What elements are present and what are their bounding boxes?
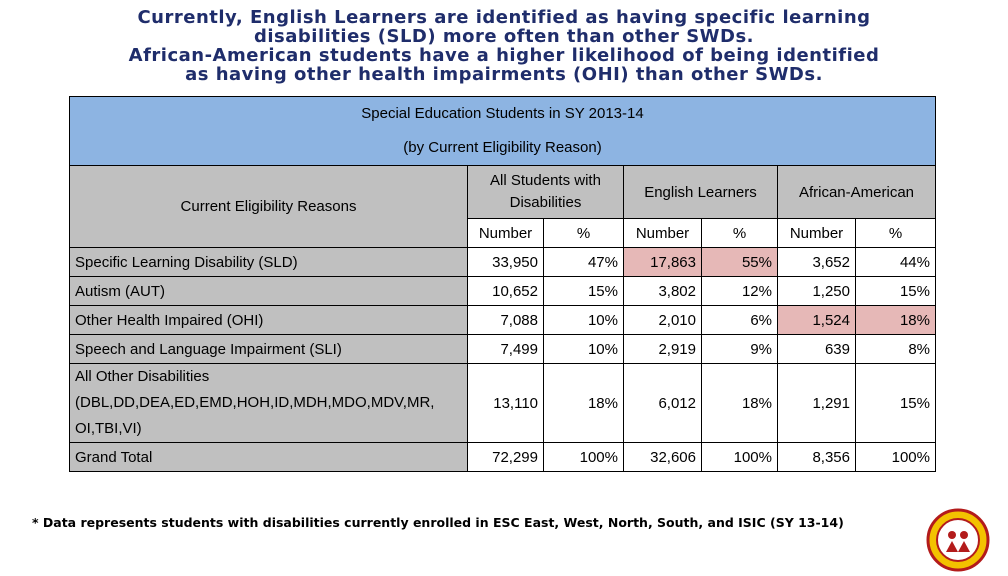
eligibility-table: Special Education Students in SY 2013-14… (69, 96, 936, 472)
cell-value: 32,606 (623, 442, 702, 472)
table-row: Other Health Impaired (OHI) 7,088 10% 2,… (69, 305, 936, 335)
row-label: Autism (AUT) (69, 276, 468, 306)
cell-value: 18% (701, 363, 778, 443)
headline: Currently, English Learners are identifi… (0, 8, 1008, 84)
cell-value: 1,291 (777, 363, 856, 443)
cell-value: 72,299 (467, 442, 544, 472)
row-label-line-3: OI,TBI,VI) (75, 420, 142, 437)
cell-value: 10% (543, 334, 624, 364)
headline-line-1: Currently, English Learners are identifi… (137, 7, 871, 28)
column-header-reasons: Current Eligibility Reasons (69, 165, 468, 248)
district-seal-logo (926, 508, 990, 572)
row-label: Grand Total (69, 442, 468, 472)
table-title-line-1: Special Education Students in SY 2013-14 (361, 105, 644, 122)
cell-value: 47% (543, 247, 624, 277)
cell-value: 13,110 (467, 363, 544, 443)
headline-line-4: as having other health impairments (OHI)… (185, 64, 823, 85)
sub-header-row: Number % Number % Number % (70, 218, 936, 248)
headline-line-2: disabilities (SLD) more often than other… (253, 26, 755, 47)
sub-header-percent: % (855, 218, 936, 248)
table-row: All Other Disabilities (DBL,DD,DEA,ED,EM… (69, 363, 936, 443)
cell-value: 6% (701, 305, 778, 335)
table-row: Speech and Language Impairment (SLI) 7,4… (69, 334, 936, 364)
group-header-row: Current Eligibility Reasons All Students… (69, 165, 936, 248)
headline-line-3: African-American students have a higher … (128, 45, 880, 66)
sub-header-number: Number (467, 218, 544, 248)
group-header-all-students: All Students with Disabilities (467, 165, 624, 219)
table-title: Special Education Students in SY 2013-14… (69, 96, 936, 166)
cell-value-highlighted: 55% (701, 247, 778, 277)
table-title-line-2: (by Current Eligibility Reason) (403, 139, 602, 156)
cell-value: 12% (701, 276, 778, 306)
cell-value: 33,950 (467, 247, 544, 277)
cell-value: 1,250 (777, 276, 856, 306)
sub-header-number: Number (777, 218, 856, 248)
row-label: Specific Learning Disability (SLD) (69, 247, 468, 277)
cell-value: 100% (543, 442, 624, 472)
row-label: Speech and Language Impairment (SLI) (69, 334, 468, 364)
cell-value: 2,010 (623, 305, 702, 335)
cell-value: 8,356 (777, 442, 856, 472)
row-label: All Other Disabilities (DBL,DD,DEA,ED,EM… (69, 363, 468, 443)
row-label: Other Health Impaired (OHI) (69, 305, 468, 335)
row-label-line-2: (DBL,DD,DEA,ED,EMD,HOH,ID,MDH,MDO,MDV,MR… (75, 394, 435, 411)
cell-value: 44% (855, 247, 936, 277)
sub-header-percent: % (543, 218, 624, 248)
cell-value: 3,802 (623, 276, 702, 306)
cell-value: 7,088 (467, 305, 544, 335)
cell-value: 15% (855, 276, 936, 306)
cell-value: 6,012 (623, 363, 702, 443)
cell-value: 3,652 (777, 247, 856, 277)
cell-value: 18% (543, 363, 624, 443)
cell-value: 15% (855, 363, 936, 443)
sub-header-percent: % (701, 218, 778, 248)
table-row-grand-total: Grand Total 72,299 100% 32,606 100% 8,35… (69, 442, 936, 472)
cell-value: 639 (777, 334, 856, 364)
cell-value: 10% (543, 305, 624, 335)
row-label-line-1: All Other Disabilities (75, 368, 210, 385)
cell-value: 9% (701, 334, 778, 364)
table-row: Specific Learning Disability (SLD) 33,95… (69, 247, 936, 277)
cell-value: 2,919 (623, 334, 702, 364)
cell-value: 8% (855, 334, 936, 364)
cell-value: 100% (701, 442, 778, 472)
group-header-african-american: African-American (777, 165, 936, 219)
cell-value: 10,652 (467, 276, 544, 306)
footnote: * Data represents students with disabili… (32, 515, 844, 530)
group-header-english-learners: English Learners (623, 165, 778, 219)
cell-value: 100% (855, 442, 936, 472)
cell-value-highlighted: 1,524 (777, 305, 856, 335)
cell-value-highlighted: 18% (855, 305, 936, 335)
sub-header-number: Number (623, 218, 702, 248)
table-title-row: Special Education Students in SY 2013-14… (69, 96, 936, 166)
cell-value: 7,499 (467, 334, 544, 364)
cell-value-highlighted: 17,863 (623, 247, 702, 277)
cell-value: 15% (543, 276, 624, 306)
table-row: Autism (AUT) 10,652 15% 3,802 12% 1,250 … (69, 276, 936, 306)
